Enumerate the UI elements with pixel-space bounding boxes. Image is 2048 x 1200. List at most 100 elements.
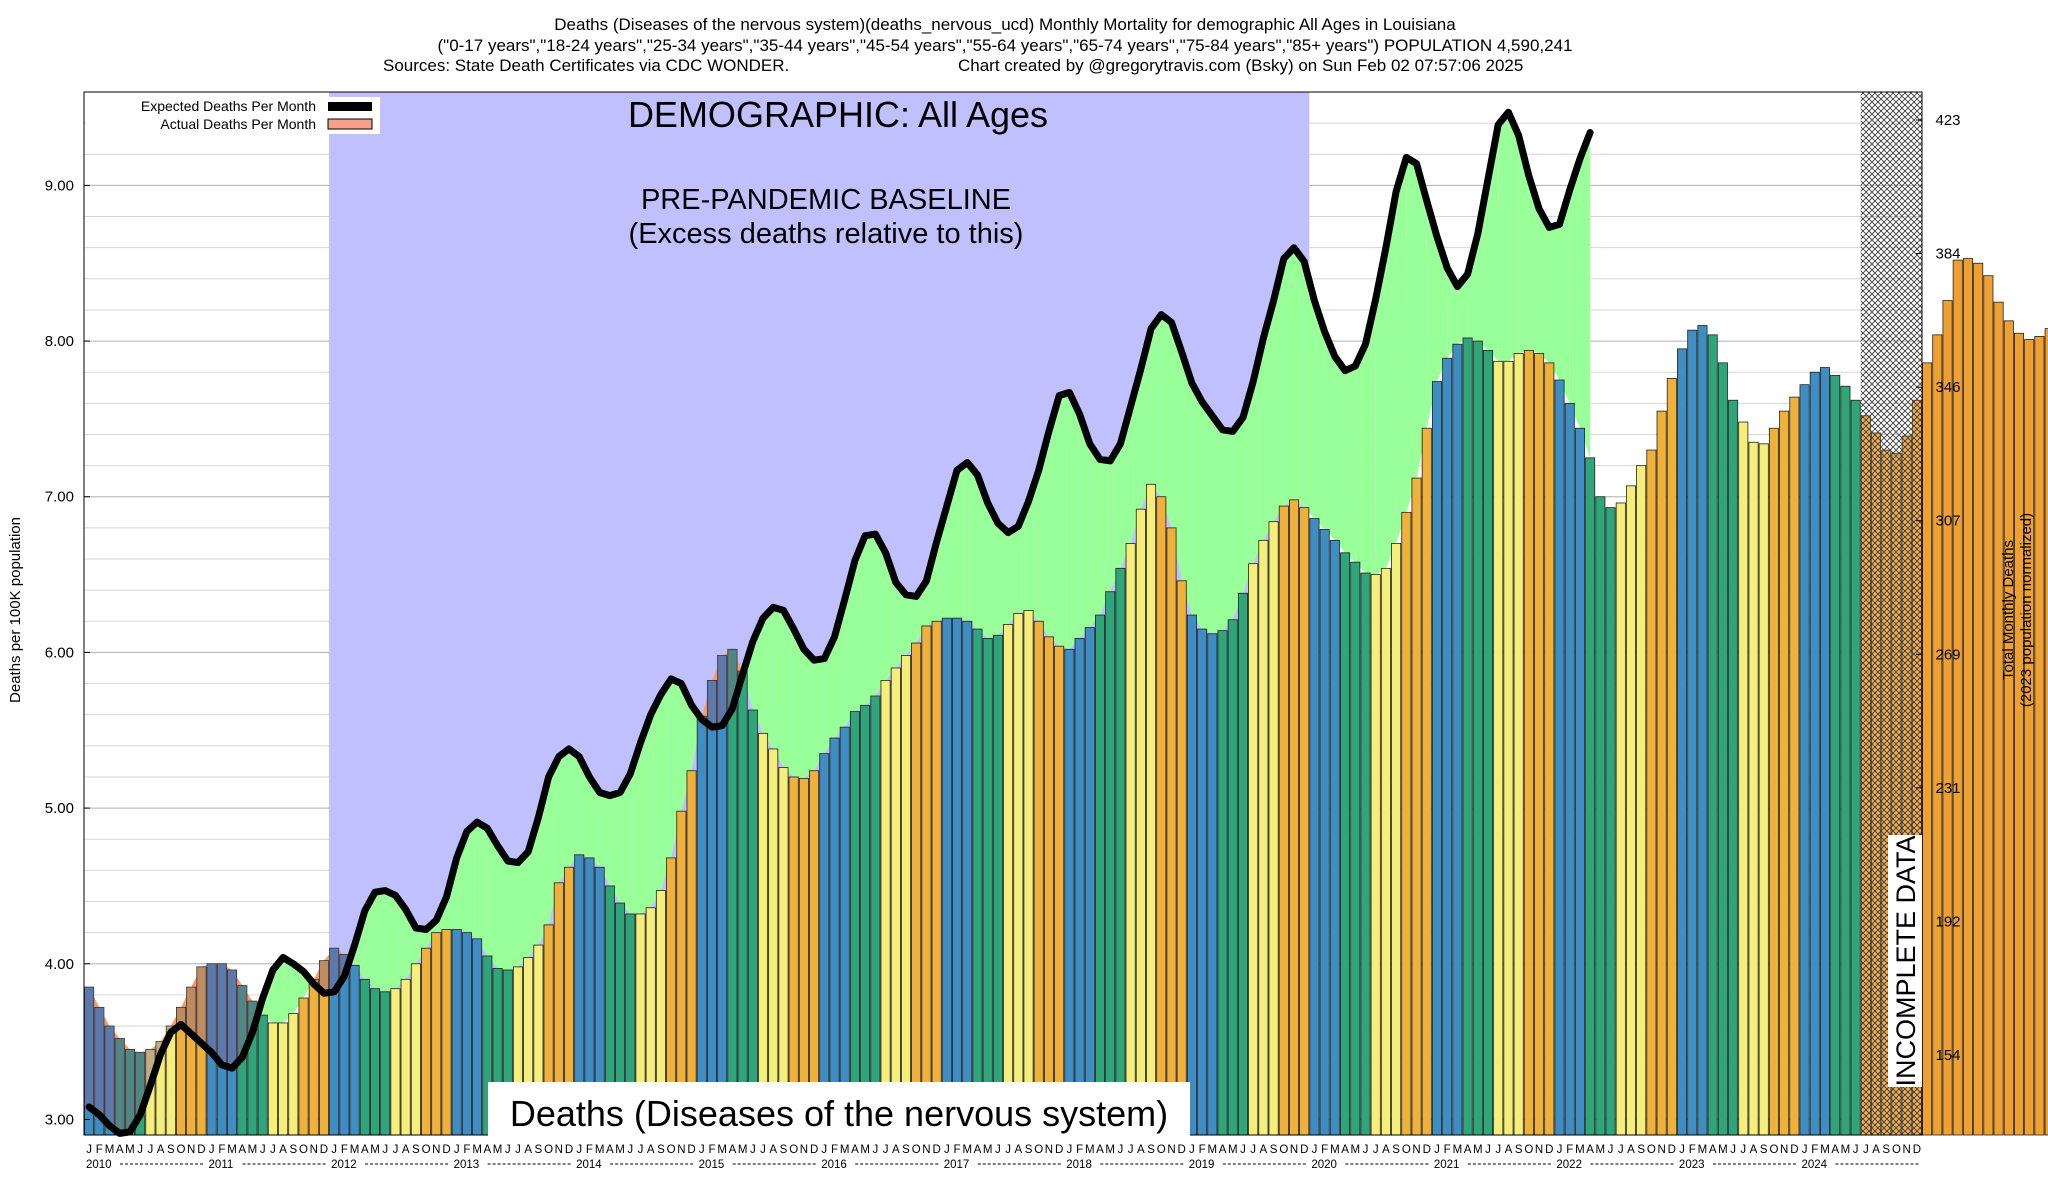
month-tick-label: N	[1657, 1144, 1665, 1156]
actual-bar	[1666, 378, 1677, 1136]
actual-bar	[410, 963, 421, 1136]
excess-area-segment	[1130, 369, 1141, 544]
chart-title-line2: ("0-17 years","18-24 years","25-34 years…	[438, 36, 1573, 55]
month-tick-label: J	[750, 1144, 756, 1156]
month-tick-label: S	[1637, 1144, 1645, 1156]
month-tick-label: J	[576, 1144, 582, 1156]
excess-area-segment	[1232, 417, 1243, 620]
excess-area-segment	[609, 792, 621, 904]
actual-bar	[982, 638, 993, 1136]
actual-bar	[1156, 496, 1167, 1136]
actual-bar	[1993, 301, 2004, 1136]
month-tick-label: S	[1515, 1144, 1523, 1156]
bar-above-expected	[145, 1049, 155, 1086]
month-tick-label: J	[1495, 1144, 1501, 1156]
month-tick-label: N	[1412, 1144, 1420, 1156]
actual-bar	[1932, 334, 1943, 1136]
month-tick-label: F	[1321, 1144, 1328, 1156]
actual-bar	[1983, 275, 1994, 1136]
excess-area-segment	[783, 610, 794, 777]
y2-axis-label-line1: Total Monthly Deaths	[2000, 540, 2017, 680]
y2-axis-label-line2: (2023 population normalized)	[2018, 513, 2035, 707]
month-tick-label: J	[86, 1144, 92, 1156]
month-tick-label: D	[1545, 1144, 1553, 1156]
excess-area-segment	[385, 890, 396, 992]
y-tick-label: 6.00	[45, 644, 74, 661]
excess-area-segment	[272, 957, 284, 1023]
actual-bar	[1391, 543, 1402, 1136]
month-tick-label: A	[1382, 1144, 1390, 1156]
month-tick-label: A	[1505, 1144, 1513, 1156]
actual-bar	[308, 978, 319, 1136]
actual-bar	[1615, 502, 1626, 1136]
actual-bar	[1779, 410, 1790, 1136]
actual-bar	[441, 929, 452, 1136]
month-tick-label: N	[187, 1144, 195, 1156]
y2-tick-label: 384	[1935, 246, 1960, 263]
month-tick-label: S	[167, 1144, 175, 1156]
excess-area-segment	[1426, 200, 1437, 429]
incomplete-label-box	[1888, 835, 1922, 1087]
month-tick-label: J	[1618, 1144, 1624, 1156]
actual-bar	[1309, 518, 1320, 1136]
bar-above-expected	[707, 680, 717, 728]
excess-area-segment	[477, 822, 488, 956]
month-tick-label: M	[1575, 1144, 1585, 1156]
month-tick-label: A	[606, 1144, 614, 1156]
month-tick-label: O	[177, 1144, 186, 1156]
month-tick-label: J	[1189, 1144, 1195, 1156]
month-tick-label: A	[1831, 1144, 1839, 1156]
baseline-label: PRE-PANDEMIC BASELINE	[641, 184, 1011, 216]
actual-bar	[1585, 457, 1596, 1136]
actual-bar	[1728, 399, 1739, 1136]
actual-bar	[359, 978, 370, 1136]
month-tick-label: D	[932, 1144, 940, 1156]
actual-bar	[849, 711, 860, 1136]
year-tick-label: 2010	[86, 1159, 112, 1171]
month-tick-label: D	[810, 1144, 818, 1156]
month-tick-label: M	[615, 1144, 625, 1156]
month-tick-label: J	[270, 1144, 276, 1156]
actual-bar	[1544, 362, 1555, 1136]
month-tick-label: F	[1566, 1144, 1573, 1156]
excess-area-segment	[1222, 429, 1233, 631]
month-tick-label: O	[1524, 1144, 1533, 1156]
excess-area-segment	[558, 748, 570, 883]
excess-area-segment	[1304, 261, 1315, 519]
bar-above-expected	[717, 655, 727, 726]
legend-actual-label: Actual Deaths Per Month	[160, 116, 316, 132]
month-tick-label: A	[1260, 1144, 1268, 1156]
y2-tick-label: 307	[1935, 513, 1960, 530]
month-tick-label: O	[1402, 1144, 1411, 1156]
month-tick-label: M	[1596, 1144, 1606, 1156]
excess-area-segment	[875, 534, 886, 697]
actual-bar	[400, 978, 411, 1136]
excess-area-segment	[1324, 331, 1335, 541]
y2-tick-label: 423	[1935, 112, 1960, 129]
excess-area-segment	[415, 927, 427, 964]
month-tick-label: S	[1147, 1144, 1155, 1156]
actual-bar	[431, 932, 442, 1136]
month-tick-label: J	[1250, 1144, 1256, 1156]
actual-bar	[1493, 360, 1504, 1136]
month-tick-label: N	[1167, 1144, 1175, 1156]
excess-area-segment	[1069, 392, 1080, 650]
cause-label-box	[488, 1082, 1190, 1140]
month-tick-label: J	[1240, 1144, 1246, 1156]
actual-bar	[370, 988, 381, 1136]
actual-bar	[288, 1013, 299, 1136]
actual-bar	[931, 620, 942, 1136]
actual-bar	[451, 929, 462, 1136]
month-tick-label: J	[1118, 1144, 1124, 1156]
month-tick-label: A	[402, 1144, 410, 1156]
actual-bar	[1462, 337, 1473, 1136]
month-tick-label: M	[840, 1144, 850, 1156]
actual-bar	[1554, 379, 1565, 1136]
actual-bar	[778, 767, 789, 1136]
month-tick-label: M	[1105, 1144, 1115, 1156]
excess-area-segment	[1100, 459, 1111, 616]
month-tick-label: F	[1076, 1144, 1083, 1156]
actual-bar	[1738, 421, 1749, 1136]
actual-bar	[1289, 499, 1300, 1136]
actual-bar	[421, 947, 432, 1136]
